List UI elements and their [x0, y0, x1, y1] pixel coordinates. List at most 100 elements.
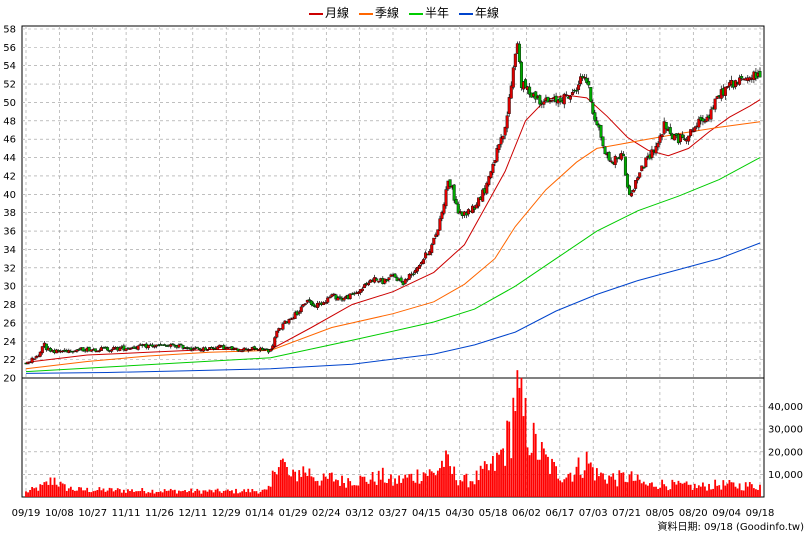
volume-bar: [239, 492, 241, 497]
volume-bar: [282, 458, 284, 497]
candle-body: [481, 189, 485, 202]
volume-bar: [310, 476, 313, 497]
candle-body: [513, 53, 517, 67]
volume-bar: [74, 490, 76, 497]
volume-bar: [759, 484, 761, 497]
volume-bar: [292, 469, 294, 497]
candle-body: [615, 157, 619, 160]
date-tick-label: 09/19: [12, 508, 41, 519]
candle-body: [485, 182, 489, 194]
volume-bar: [302, 466, 305, 497]
volume-bar: [549, 473, 551, 497]
volume-bar: [57, 486, 60, 497]
date-tick-label: 10/27: [78, 508, 107, 519]
volume-tick-label: 40,000: [768, 402, 803, 413]
candle-body: [203, 347, 207, 351]
candle-body: [248, 349, 252, 351]
candle-body: [281, 323, 285, 330]
candle-body: [303, 303, 307, 305]
volume-bar: [504, 465, 507, 497]
volume-bar: [575, 466, 578, 497]
legend-label: 月線: [324, 6, 349, 20]
volume-bar: [247, 488, 250, 497]
volume-bar: [477, 480, 480, 497]
volume-bar: [518, 387, 521, 497]
candle-body: [725, 86, 729, 88]
candle-body: [338, 296, 342, 299]
volume-bar: [704, 486, 706, 497]
volume-bar: [98, 487, 101, 497]
candle-body: [252, 346, 256, 349]
candle-body: [713, 98, 717, 110]
volume-bar: [589, 462, 592, 497]
volume-bar: [377, 470, 380, 497]
candle-body: [505, 115, 509, 129]
volume-bar: [171, 490, 174, 497]
volume-bar: [337, 480, 339, 497]
candle-body: [440, 211, 444, 219]
volume-bar: [300, 476, 303, 497]
volume-bar: [616, 486, 619, 497]
candle-body: [375, 278, 379, 281]
volume-bar: [151, 489, 154, 497]
date-tick-label: 02/24: [312, 508, 341, 519]
volume-bar: [76, 490, 78, 497]
legend-label: 半年: [425, 6, 450, 20]
volume-bar: [180, 491, 182, 497]
volume-bar: [175, 493, 178, 497]
price-tick-label: 52: [3, 80, 16, 91]
volume-bar: [228, 490, 231, 497]
volume-bar: [347, 478, 350, 497]
volume-bar: [593, 480, 596, 497]
candle-body: [495, 148, 499, 162]
volume-bar: [512, 397, 515, 497]
volume-bar: [118, 489, 121, 497]
candle-body: [230, 346, 234, 350]
price-tick-label: 44: [3, 153, 16, 164]
candle-body: [681, 134, 685, 138]
volume-bar: [33, 488, 36, 497]
candle-body: [738, 77, 742, 85]
candle-body: [546, 96, 550, 103]
volume-bar: [243, 489, 246, 497]
candle-body: [287, 319, 291, 324]
candle-body: [436, 229, 440, 236]
candle-body: [234, 347, 238, 350]
volume-bar: [655, 486, 657, 497]
candle-body: [30, 357, 34, 363]
volume-bar: [45, 481, 48, 497]
date-tick-label: 07/03: [579, 508, 608, 519]
candle-body: [517, 43, 521, 62]
candle-body: [473, 207, 477, 210]
volume-bar: [237, 493, 239, 497]
candle-body: [207, 347, 211, 350]
candle-body: [299, 306, 303, 313]
volume-bar: [583, 470, 586, 497]
volume-bar: [496, 452, 498, 497]
candle-body: [501, 135, 505, 140]
volume-bar: [724, 485, 727, 497]
volume-bar: [135, 491, 137, 497]
volume-bar: [226, 489, 229, 497]
volume-bar: [663, 484, 666, 497]
candle-body: [269, 349, 273, 352]
candle-body: [191, 348, 195, 350]
volume-bar: [412, 480, 415, 497]
volume-bar: [298, 470, 301, 497]
volume-tick-label: 30,000: [768, 425, 803, 436]
candle-body: [179, 343, 183, 346]
volume-bar: [426, 475, 429, 497]
candle-body: [577, 84, 581, 90]
date-tick-label: 08/20: [679, 508, 708, 519]
candle-body: [57, 350, 61, 352]
volume-bar: [441, 460, 443, 497]
candle-body: [377, 280, 381, 283]
volume-bar: [51, 484, 54, 497]
volume-bar: [567, 473, 570, 497]
candle-body: [583, 76, 587, 79]
volume-bar: [520, 377, 523, 497]
candle-body: [503, 126, 507, 136]
volume-bar: [746, 486, 749, 497]
volume-bar: [540, 442, 543, 497]
volume-bar: [398, 475, 401, 497]
